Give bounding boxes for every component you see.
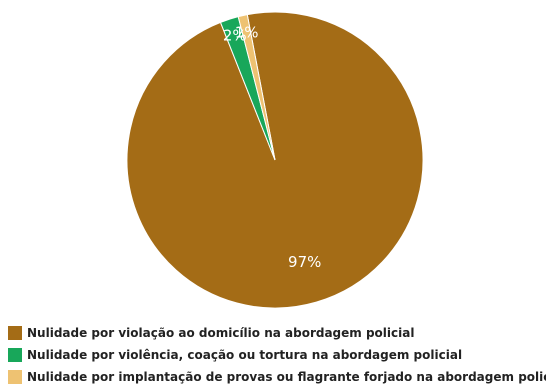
legend-label: Nulidade por violência, coação ou tortur… (27, 348, 463, 362)
legend-swatch (8, 326, 22, 340)
legend-label: Nulidade por implantação de provas ou fl… (27, 370, 546, 384)
legend-swatch (8, 348, 22, 362)
legend-item: Nulidade por violação ao domicílio na ab… (8, 322, 546, 344)
legend-item: Nulidade por implantação de provas ou fl… (8, 366, 546, 388)
pie-slice (237, 14, 276, 161)
pie-slice-label: 97% (288, 253, 321, 271)
pie-slice-label: 2% (223, 27, 247, 45)
legend-item: Nulidade por violência, coação ou tortur… (8, 344, 546, 366)
pie-chart: 97% 2%1% (126, 11, 424, 309)
legend-swatch (8, 370, 22, 384)
pie-slice-label: 1% (235, 23, 259, 41)
legend-label: Nulidade por violação ao domicílio na ab… (27, 326, 415, 340)
legend: Nulidade por violação ao domicílio na ab… (8, 322, 546, 388)
pie-slices (126, 11, 424, 309)
pie-slice-labels: 97% 2%1% (223, 23, 322, 270)
